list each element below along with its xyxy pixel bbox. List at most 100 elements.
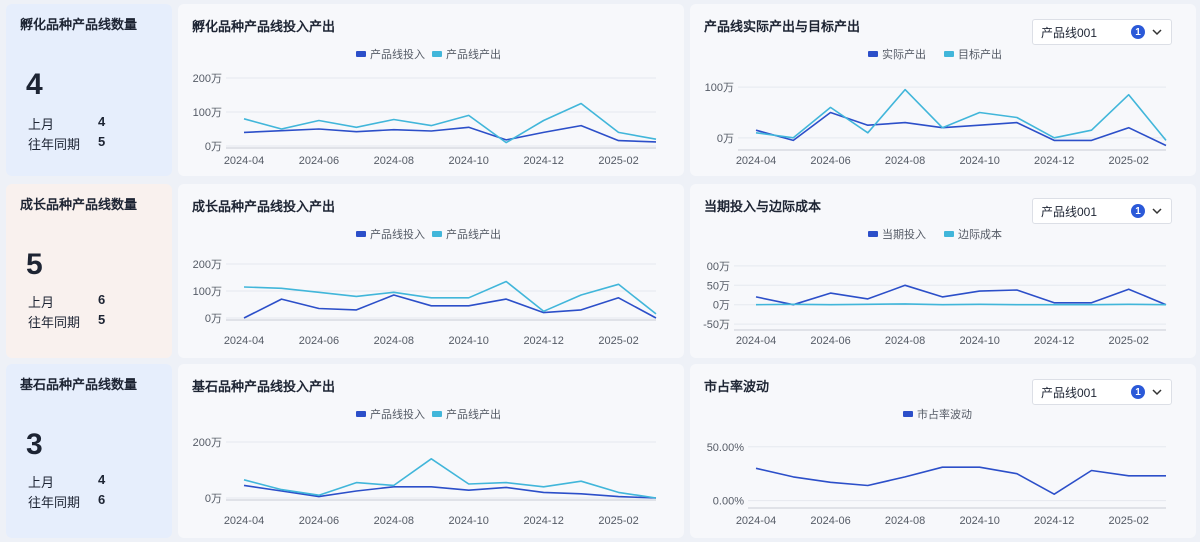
- legend-label[interactable]: 实际产出: [882, 47, 926, 61]
- x-tick-label: 2025-02: [598, 515, 638, 527]
- line-chart: 0.00% 50.00% 2024-04 2024-06 2024-08 2024-10 2…: [707, 407, 1166, 527]
- chart-title: 市占率波动: [704, 379, 770, 394]
- x-tick-label: 2024-12: [1034, 515, 1074, 527]
- x-tick-label: 2024-12: [1034, 155, 1074, 167]
- legend-label[interactable]: 产品线投入: [370, 47, 425, 61]
- chart-title: 基石品种产品线投入产出: [192, 379, 336, 394]
- legend-label[interactable]: 目标产出: [958, 47, 1002, 61]
- series-line-0: [243, 124, 657, 143]
- chart-title: 孵化品种产品线投入产出: [192, 19, 336, 34]
- y-tick-label: 0万: [713, 300, 730, 312]
- y-tick-label: 50.00%: [707, 442, 745, 454]
- series-line-0: [755, 284, 1167, 306]
- stat-title: 孵化品种产品线数量: [20, 17, 138, 32]
- legend-swatch: [903, 411, 913, 417]
- chart-panel-market-share: 市占率波动 0.00% 50.00% 2024-04 2024-06 2024-08 20…: [690, 364, 1196, 538]
- chart-panel-actual-vs-target: 产品线实际产出与目标产出 0万 100万 2024-04 2024-06 2024-08…: [690, 4, 1196, 176]
- y-tick-label: 200万: [193, 73, 222, 85]
- x-tick-label: 2024-08: [885, 155, 925, 167]
- x-tick-label: 2024-08: [374, 155, 414, 167]
- series-line-0: [243, 294, 657, 319]
- legend-label[interactable]: 市占率波动: [917, 407, 972, 421]
- legend-label[interactable]: 边际成本: [958, 227, 1002, 241]
- x-tick-label: 2024-10: [959, 515, 999, 527]
- x-tick-label: 2024-08: [885, 335, 925, 347]
- legend-swatch: [868, 51, 878, 57]
- x-tick-label: 2024-06: [299, 515, 339, 527]
- product-line-select[interactable]: 产品线001 1: [1032, 198, 1172, 224]
- stat-card-growth: 成长品种产品线数量 5 上月 6 往年同期 5: [6, 184, 172, 358]
- x-tick-label: 2025-02: [1109, 515, 1149, 527]
- x-tick-label: 2024-06: [299, 335, 339, 347]
- stat-last-month: 上月 4: [28, 114, 106, 132]
- y-tick-label: 0万: [205, 313, 222, 325]
- legend-swatch: [432, 231, 442, 237]
- x-tick-label: 2024-04: [224, 155, 264, 167]
- x-tick-label: 2024-04: [224, 335, 264, 347]
- legend-swatch: [432, 51, 442, 57]
- x-tick-label: 2024-06: [810, 335, 850, 347]
- series-line-1: [243, 102, 657, 144]
- x-tick-label: 2024-08: [885, 515, 925, 527]
- stat-last-month: 上月 4: [28, 472, 106, 490]
- y-tick-label: 0万: [717, 133, 734, 145]
- legend-label[interactable]: 产品线产出: [446, 47, 501, 61]
- chevron-down-icon[interactable]: [1151, 26, 1163, 38]
- select-value: 产品线001: [1041, 385, 1098, 400]
- stat-value: 4: [26, 68, 43, 101]
- y-tick-label: 00万: [707, 261, 730, 273]
- selection-count-badge: 1: [1131, 204, 1145, 218]
- x-tick-label: 2025-02: [598, 335, 638, 347]
- stat-value: 3: [26, 428, 43, 461]
- chart-title: 成长品种产品线投入产出: [192, 199, 336, 214]
- legend-swatch: [432, 411, 442, 417]
- legend-label[interactable]: 产品线投入: [370, 407, 425, 421]
- x-tick-label: 2024-04: [736, 335, 776, 347]
- legend-label[interactable]: 产品线产出: [446, 227, 501, 241]
- legend-swatch: [868, 231, 878, 237]
- legend-label[interactable]: 当期投入: [882, 227, 926, 241]
- legend-swatch: [356, 231, 366, 237]
- line-chart: 0万 100万 200万 2024-04 2024-06 2024-08 2024-10 20…: [193, 47, 657, 167]
- y-tick-label: 200万: [193, 259, 222, 271]
- x-tick-label: 2024-04: [736, 155, 776, 167]
- x-tick-label: 2025-02: [598, 155, 638, 167]
- series-line-1: [755, 88, 1167, 141]
- selection-count-badge: 1: [1131, 385, 1145, 399]
- stat-last-month: 上月 6: [28, 292, 106, 310]
- x-tick-label: 2024-06: [299, 155, 339, 167]
- x-tick-label: 2024-12: [523, 515, 563, 527]
- legend-swatch: [356, 51, 366, 57]
- series-line-1: [755, 303, 1167, 306]
- x-tick-label: 2024-12: [523, 335, 563, 347]
- y-tick-label: 0.00%: [713, 496, 744, 508]
- chart-title: 产品线实际产出与目标产出: [704, 19, 861, 34]
- chart-panel-incubation: 孵化品种产品线投入产出 0万 100万 200万 2024-04 2024-06 2024…: [178, 4, 684, 176]
- line-chart: 0万 200万 2024-04 2024-06 2024-08 2024-10 2024-1…: [193, 407, 657, 527]
- x-tick-label: 2024-10: [449, 155, 489, 167]
- stat-title: 成长品种产品线数量: [20, 197, 138, 212]
- legend-swatch: [944, 51, 954, 57]
- legend-swatch: [944, 231, 954, 237]
- series-line-1: [243, 280, 657, 315]
- legend-label[interactable]: 产品线投入: [370, 227, 425, 241]
- x-tick-label: 2024-12: [523, 155, 563, 167]
- product-line-select[interactable]: 产品线001 1: [1032, 379, 1172, 405]
- series-line-1: [243, 458, 657, 499]
- chevron-down-icon[interactable]: [1151, 386, 1163, 398]
- series-line-0: [755, 111, 1167, 147]
- x-tick-label: 2024-06: [810, 155, 850, 167]
- x-tick-label: 2025-02: [1109, 335, 1149, 347]
- x-tick-label: 2024-10: [449, 515, 489, 527]
- product-line-select[interactable]: 产品线001 1: [1032, 19, 1172, 45]
- y-tick-label: 0万: [205, 141, 222, 153]
- chevron-down-icon[interactable]: [1151, 205, 1163, 217]
- x-tick-label: 2024-10: [959, 335, 999, 347]
- line-chart: 0万 100万 200万 2024-04 2024-06 2024-08 2024-10 20…: [193, 227, 657, 347]
- legend-label[interactable]: 产品线产出: [446, 407, 501, 421]
- chart-panel-growth: 成长品种产品线投入产出 0万 100万 200万 2024-04 2024-06 2024…: [178, 184, 684, 358]
- select-value: 产品线001: [1041, 204, 1098, 219]
- y-tick-label: 0万: [205, 493, 222, 505]
- y-tick-label: 50万: [707, 280, 730, 292]
- x-tick-label: 2024-12: [1034, 335, 1074, 347]
